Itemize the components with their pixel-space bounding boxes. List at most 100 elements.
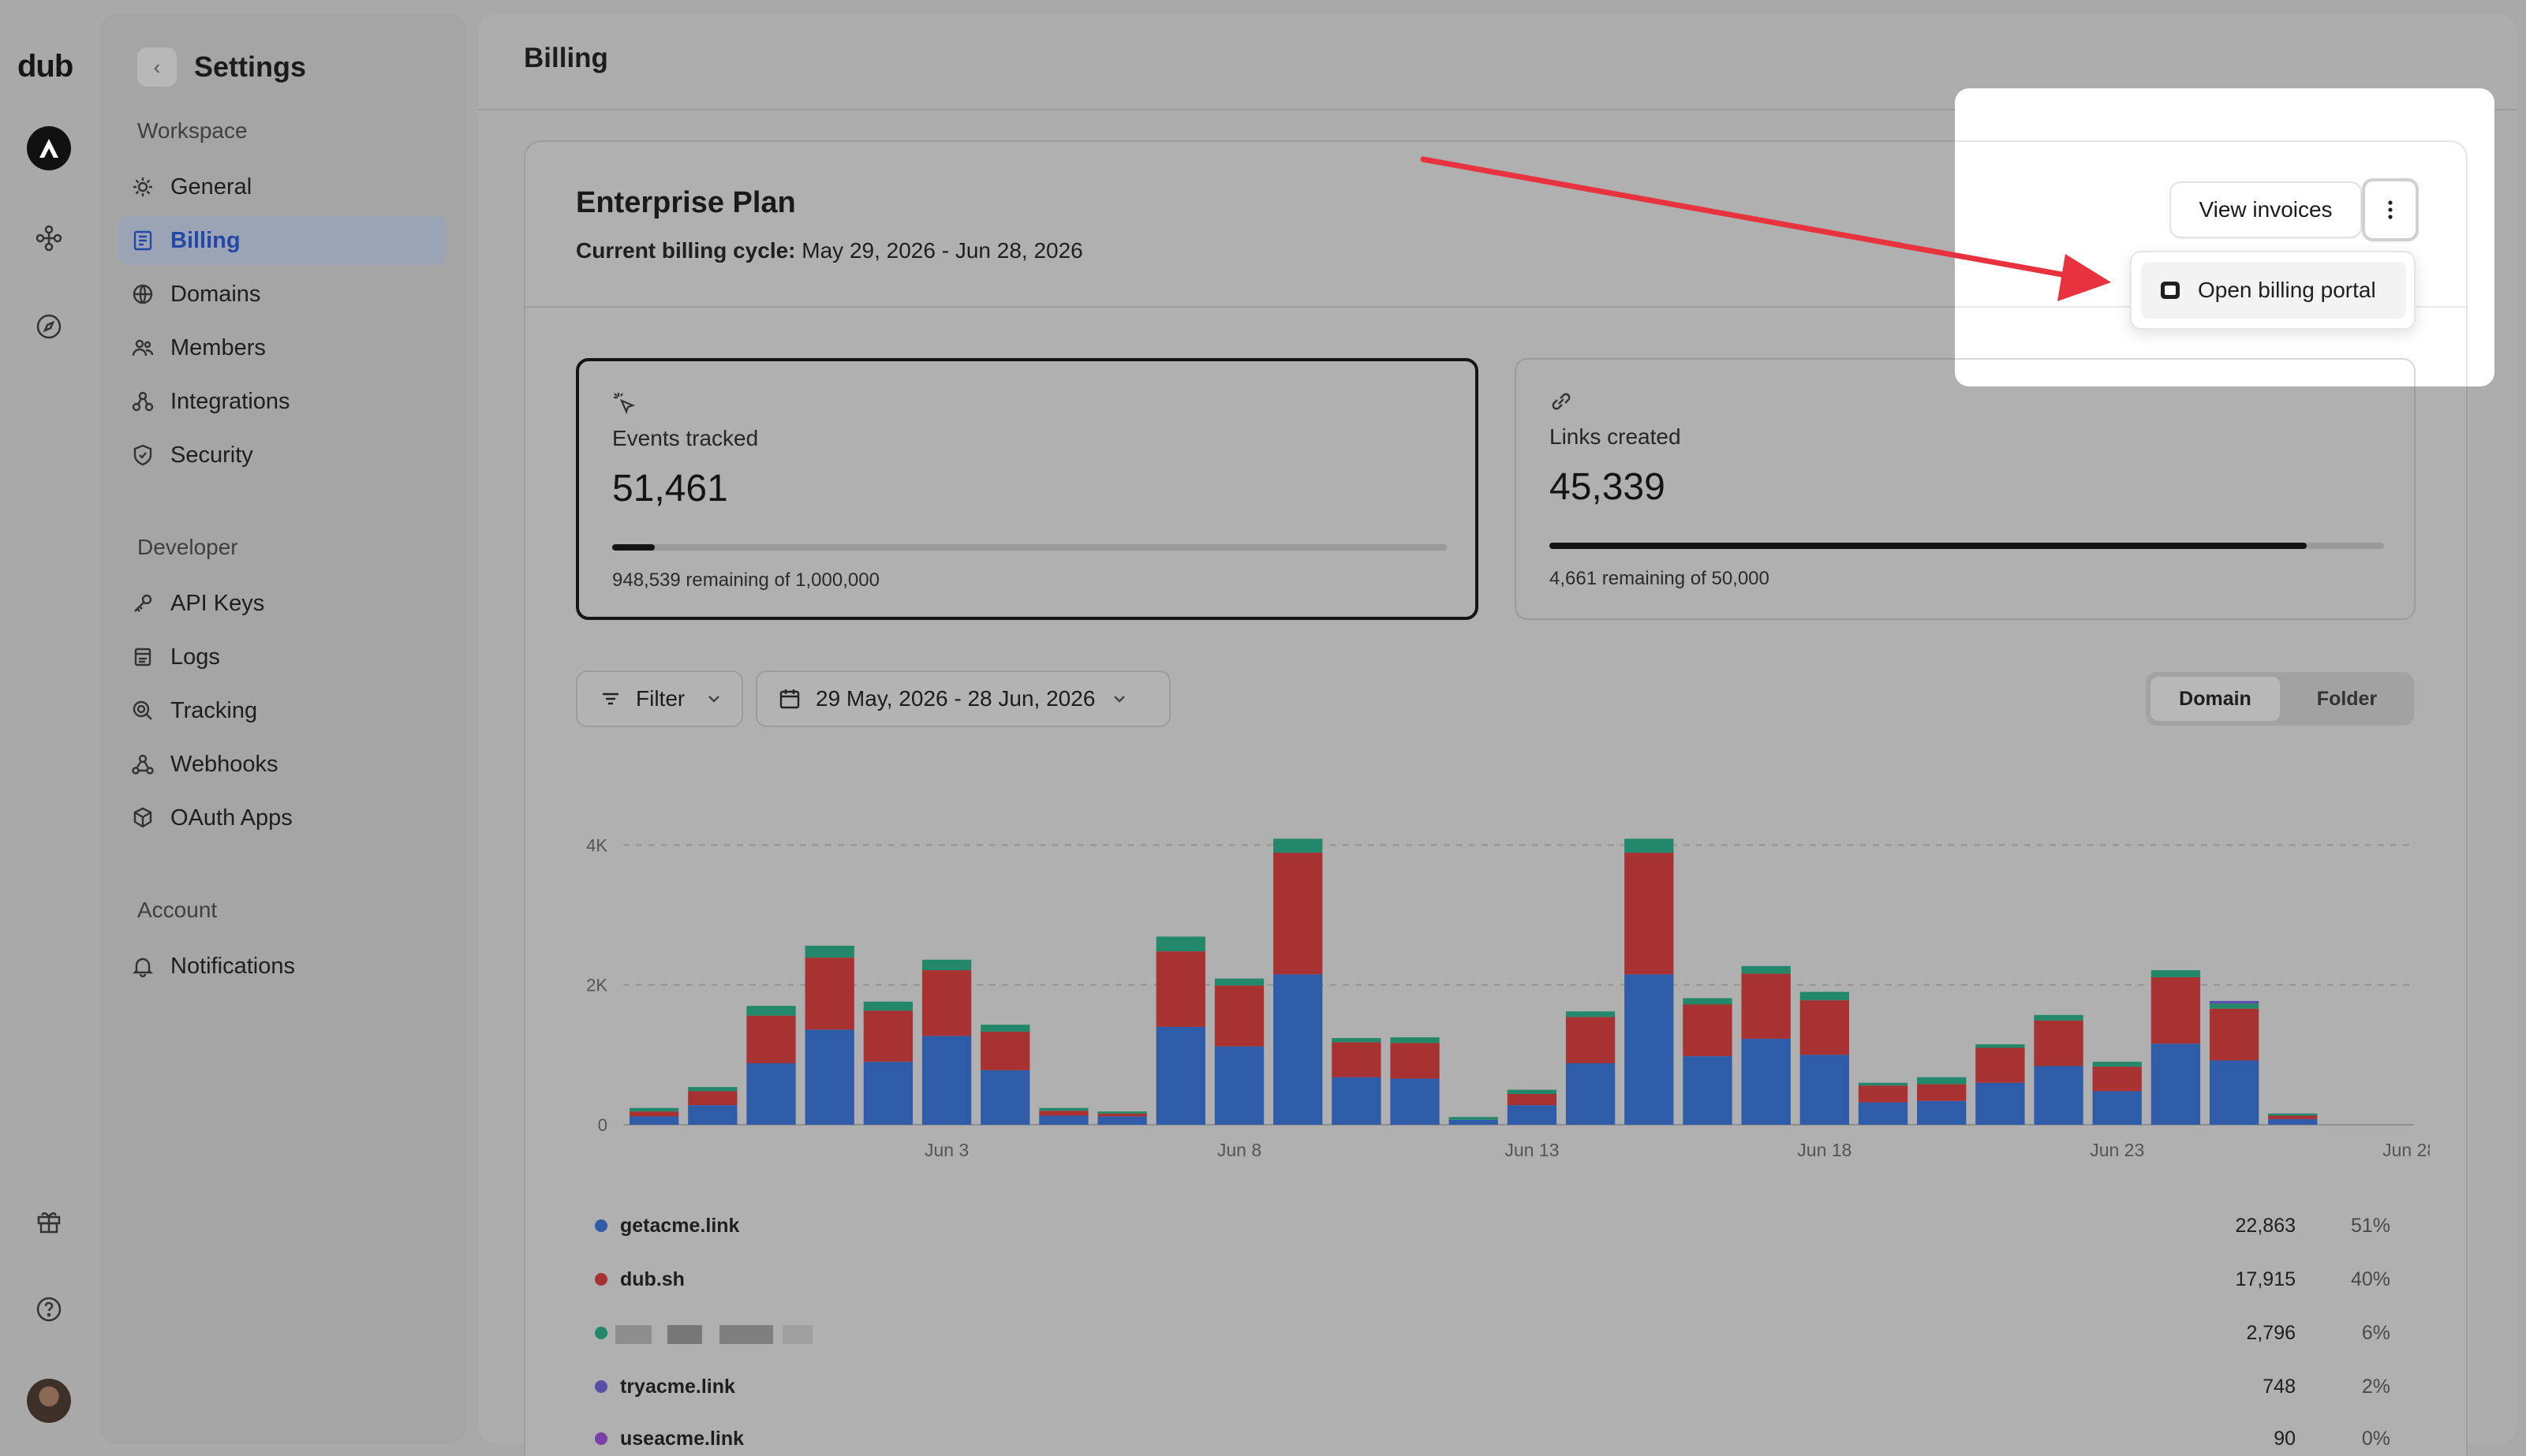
toggle-domain[interactable]: Domain [2150, 677, 2280, 721]
chart-bar-segment[interactable] [1332, 1042, 1381, 1077]
sidebar-item-integrations[interactable]: Integrations [118, 377, 447, 426]
chart-bar-segment[interactable] [1624, 853, 1674, 975]
date-range-picker[interactable]: 29 May, 2026 - 28 Jun, 2026 [756, 670, 1171, 727]
chart-bar-segment[interactable] [1858, 1082, 1908, 1086]
view-invoices-button[interactable]: View invoices [2169, 181, 2362, 238]
chart-bar-segment[interactable] [1097, 1116, 1147, 1125]
chart-bar-segment[interactable] [688, 1087, 738, 1092]
chart-bar-segment[interactable] [630, 1107, 679, 1112]
chart-bar-segment[interactable] [1273, 838, 1323, 853]
chart-bar-segment[interactable] [1683, 1004, 1732, 1057]
legend-row[interactable]: useacme.link 90 0% [592, 1424, 2398, 1456]
sidebar-item-security[interactable]: Security [118, 431, 447, 480]
sidebar-item-domains[interactable]: Domains [118, 270, 447, 319]
chart-bar-segment[interactable] [1975, 1047, 2025, 1083]
sidebar-item-oauth-apps[interactable]: OAuth Apps [118, 793, 447, 842]
chart-bar-segment[interactable] [805, 946, 854, 958]
sidebar-item-general[interactable]: General [118, 162, 447, 211]
chart-bar-segment[interactable] [1039, 1115, 1089, 1125]
chart-bar-segment[interactable] [1156, 951, 1205, 1027]
integrations-icon[interactable] [32, 221, 66, 256]
chart-bar-segment[interactable] [1741, 973, 1791, 1039]
chart-bar-segment[interactable] [1741, 965, 1791, 974]
chart-bar-segment[interactable] [746, 1015, 796, 1063]
legend-row[interactable]: 2,796 6% [592, 1319, 2398, 1350]
user-avatar[interactable] [27, 1379, 71, 1423]
chart-bar-segment[interactable] [1390, 1037, 1440, 1043]
chart-bar-segment[interactable] [1332, 1038, 1381, 1043]
chart-bar-segment[interactable] [2209, 1003, 2259, 1009]
chart-bar-segment[interactable] [2209, 1001, 2259, 1004]
chart-bar-segment[interactable] [1214, 985, 1265, 1047]
chart-bar-segment[interactable] [1917, 1084, 1967, 1101]
legend-row[interactable]: tryacme.link 748 2% [592, 1372, 2398, 1404]
sidebar-item-billing[interactable]: Billing [118, 216, 447, 265]
chart-bar-segment[interactable] [2209, 1060, 2259, 1125]
chart-bar-segment[interactable] [805, 958, 854, 1030]
chart-bar-segment[interactable] [2150, 970, 2201, 977]
chart-bar-segment[interactable] [746, 1062, 796, 1125]
chart-bar-segment[interactable] [1507, 1105, 1557, 1125]
chart-bar-segment[interactable] [1799, 1055, 1849, 1125]
chart-bar-segment[interactable] [630, 1111, 679, 1117]
chart-bar-segment[interactable] [863, 1001, 914, 1011]
chart-bar-segment[interactable] [688, 1105, 738, 1125]
chart-bar-segment[interactable] [2092, 1062, 2142, 1067]
chart-bar-segment[interactable] [1214, 978, 1265, 986]
chart-bar-segment[interactable] [1565, 1062, 1616, 1125]
chart-bar-segment[interactable] [2092, 1091, 2142, 1125]
chart-bar-segment[interactable] [805, 1029, 854, 1125]
legend-row[interactable]: dub.sh 17,915 40% [592, 1265, 2398, 1297]
chart-bar-segment[interactable] [981, 1070, 1030, 1125]
sidebar-item-api-keys[interactable]: API Keys [118, 579, 447, 628]
sidebar-item-members[interactable]: Members [118, 323, 447, 372]
chart-bar-segment[interactable] [1214, 1046, 1265, 1125]
chart-bar-segment[interactable] [1390, 1043, 1440, 1079]
chart-bar-segment[interactable] [2034, 1020, 2083, 1066]
chart-bar-segment[interactable] [2268, 1118, 2318, 1125]
chart-bar-segment[interactable] [1507, 1089, 1557, 1094]
chart-bar-segment[interactable] [1917, 1100, 1967, 1125]
explore-icon[interactable] [32, 309, 66, 344]
chart-bar-segment[interactable] [746, 1006, 796, 1016]
chart-bar-segment[interactable] [1039, 1107, 1089, 1111]
gift-icon[interactable] [32, 1204, 66, 1238]
chart-bar-segment[interactable] [2150, 1043, 2201, 1125]
chart-bar-segment[interactable] [1975, 1044, 2025, 1048]
chart-bar-segment[interactable] [1917, 1077, 1967, 1085]
chart-bar-segment[interactable] [2209, 1008, 2259, 1061]
chart-bar-segment[interactable] [1390, 1078, 1440, 1125]
more-options-button[interactable] [2362, 178, 2419, 241]
chart-bar-segment[interactable] [1741, 1038, 1791, 1125]
chart-bar-segment[interactable] [630, 1116, 679, 1125]
chart-bar-segment[interactable] [1097, 1113, 1147, 1117]
chart-bar-segment[interactable] [2034, 1066, 2083, 1125]
open-billing-portal-item[interactable]: Open billing portal [2141, 262, 2406, 319]
chart-bar-segment[interactable] [1565, 1011, 1616, 1017]
chart-bar-segment[interactable] [1448, 1119, 1498, 1125]
chart-bar-segment[interactable] [1799, 991, 1849, 1001]
chart-bar-segment[interactable] [1683, 998, 1732, 1005]
chart-bar-segment[interactable] [1624, 838, 1674, 853]
chart-bar-segment[interactable] [1624, 974, 1674, 1125]
chart-bar-segment[interactable] [1332, 1077, 1381, 1125]
chart-bar-segment[interactable] [1273, 853, 1323, 975]
chart-bar-segment[interactable] [2150, 976, 2201, 1044]
chart-bar-segment[interactable] [921, 959, 972, 971]
chart-bar-segment[interactable] [1156, 1026, 1205, 1125]
back-button[interactable]: ‹ [137, 47, 177, 87]
chart-bar-segment[interactable] [1507, 1093, 1557, 1106]
chart-bar-segment[interactable] [1039, 1111, 1089, 1116]
chart-bar-segment[interactable] [2092, 1066, 2142, 1092]
chart-bar-segment[interactable] [1858, 1085, 1908, 1103]
chart-bar-segment[interactable] [921, 1036, 972, 1125]
chart-bar-segment[interactable] [1975, 1082, 2025, 1125]
chart-bar-segment[interactable] [863, 1062, 914, 1125]
filter-button[interactable]: Filter [576, 670, 743, 727]
chart-bar-segment[interactable] [2268, 1115, 2318, 1119]
chart-bar-segment[interactable] [981, 1025, 1030, 1032]
toggle-folder[interactable]: Folder [2316, 687, 2378, 710]
chart-bar-segment[interactable] [1565, 1017, 1616, 1063]
chart-bar-segment[interactable] [981, 1032, 1030, 1070]
sidebar-item-webhooks[interactable]: Webhooks [118, 740, 447, 789]
